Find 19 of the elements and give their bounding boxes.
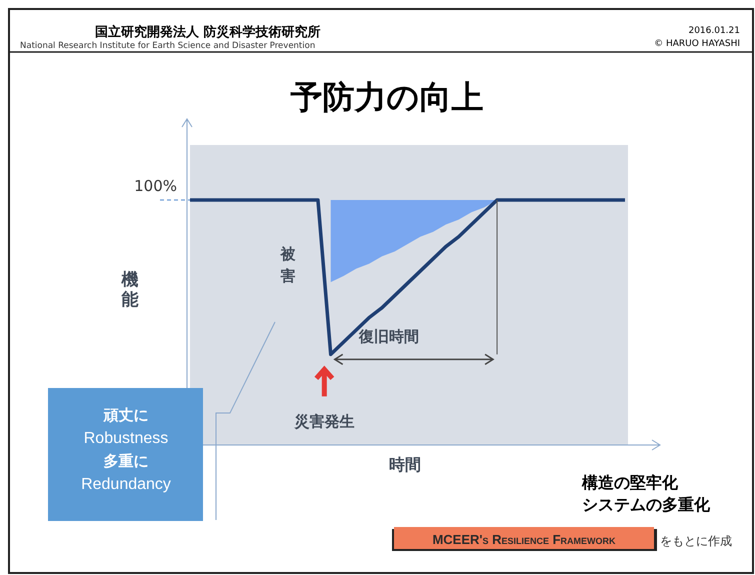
- text: MCEER's Resilience Framework: [432, 532, 616, 547]
- text: 国立研究開発法人 防災科学技術研究所: [95, 24, 321, 40]
- text: をもとに作成: [660, 534, 732, 548]
- annotation: 被害: [279, 245, 296, 286]
- text: © HARUO HAYASHI: [654, 39, 740, 49]
- ref-line-label: 100%: [134, 177, 177, 195]
- text: 頑丈に: [102, 406, 148, 424]
- text: 多重に: [104, 452, 148, 470]
- text: Redundancy: [81, 476, 171, 493]
- y-axis-title: 機能: [120, 270, 138, 310]
- text: システムの多重化: [582, 495, 711, 514]
- text: 2016.01.21: [688, 26, 740, 36]
- text: 構造の堅牢化: [581, 473, 679, 492]
- annotation: 復旧時間: [358, 327, 419, 346]
- annotation: 災害発生: [293, 412, 354, 430]
- chart-title: 予防力の向上: [290, 78, 484, 116]
- text: National Research Institute for Earth Science and Disaster Prevention: [20, 41, 316, 51]
- text: Robustness: [84, 430, 168, 447]
- x-axis-title: 時間: [389, 455, 421, 474]
